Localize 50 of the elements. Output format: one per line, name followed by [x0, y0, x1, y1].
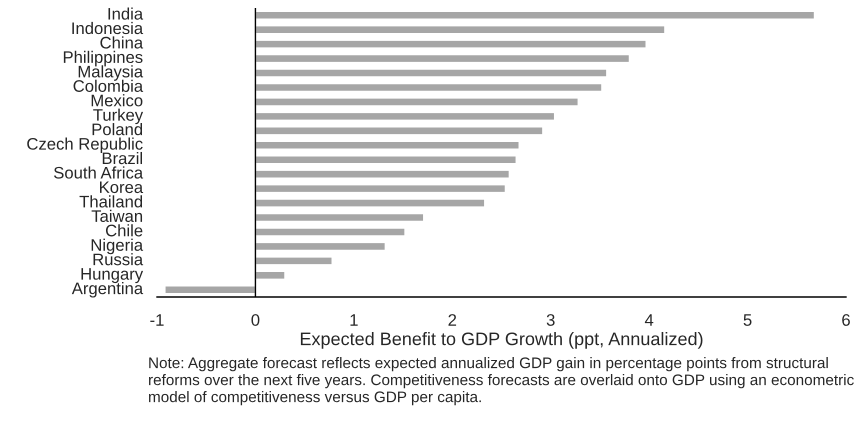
y-tick-label: Chile	[106, 224, 142, 236]
bar	[254, 184, 506, 194]
y-tick-label: Thailand	[80, 195, 142, 208]
x-tick-label: -1	[150, 314, 164, 326]
bar	[254, 242, 386, 252]
x-tick-label: 3	[546, 314, 555, 326]
y-tick-label: Indonesia	[72, 22, 144, 34]
y-tick-label: Philippines	[64, 50, 143, 66]
bar	[164, 285, 256, 294]
bar	[254, 68, 608, 78]
y-tick-label: Brazil	[102, 152, 142, 164]
bar	[254, 227, 406, 237]
y-tick-label: Argentina	[72, 282, 144, 298]
y-tick-label: Malaysia	[78, 65, 144, 81]
y-tick-label: Colombia	[74, 80, 144, 92]
bar	[254, 82, 603, 92]
bar	[254, 198, 486, 208]
y-tick-label: China	[100, 36, 144, 49]
bar	[254, 256, 333, 266]
bar	[254, 155, 517, 164]
y-tick-label: Taiwan	[92, 210, 142, 222]
bar	[254, 170, 510, 179]
bar	[254, 97, 579, 107]
bar	[254, 140, 520, 150]
x-tick-label: 5	[744, 314, 752, 326]
x-tick-label: 6	[842, 314, 850, 326]
bar	[254, 10, 816, 20]
y-tick-label: Russia	[94, 253, 144, 266]
x-tick-label: 1	[350, 314, 358, 326]
y-tick-label: Poland	[92, 123, 142, 136]
y-tick-label: Hungary	[81, 268, 144, 284]
x-tick-label: 4	[644, 314, 654, 326]
x-tick-label: 2	[448, 314, 456, 326]
bar	[254, 270, 286, 280]
bar	[254, 39, 647, 49]
bar	[254, 112, 556, 122]
bar	[254, 126, 544, 136]
bar	[254, 54, 630, 64]
y-tick-label: Nigeria	[92, 238, 144, 254]
bar	[254, 212, 424, 222]
text: Note: Aggregate forecast reflects expected annualized GDP gain in percentage points from structural reforms over the next five years. Competitiveness forecasts are overlaid onto GDP using an econometric model of competitiveness versus GDP per capita.	[149, 357, 854, 406]
bar	[254, 25, 666, 34]
y-tick-label: Turkey	[93, 108, 144, 124]
y-tick-label: Korea	[100, 181, 144, 194]
y-tick-label: South Africa	[54, 166, 144, 179]
y-tick-label: Mexico	[92, 94, 142, 106]
y-tick-label: India	[108, 7, 144, 20]
y-tick-label: Czech Republic	[27, 138, 143, 154]
x-axis-title: Expected Benefit to GDP Growth (ppt, Annualized)	[300, 332, 702, 349]
x-tick-label: 0	[251, 314, 260, 326]
